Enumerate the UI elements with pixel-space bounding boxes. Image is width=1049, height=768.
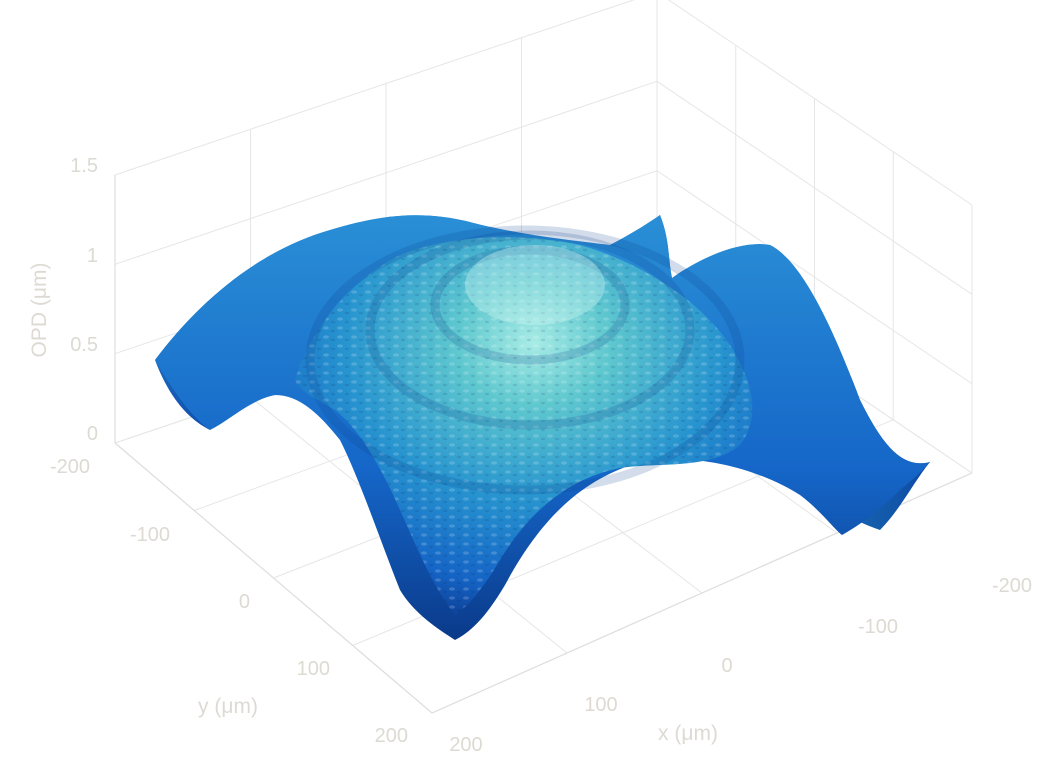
surface [155,215,930,640]
x-tick: 0 [721,655,732,677]
z-tick: 1 [87,245,98,267]
z-tick: 0 [87,423,98,445]
x-tick: 100 [584,694,617,716]
y-tick: 0 [239,591,250,613]
x-axis-ticks: 200 100 0 -100 -200 [449,575,1032,756]
grid-line [114,442,433,714]
y-axis-label: y (μm) [198,695,258,718]
y-axis-ticks: -200 -100 0 100 200 [50,456,408,747]
y-tick: -200 [50,456,90,478]
y-tick: 100 [297,658,330,680]
z-tick: 1.5 [70,155,98,177]
surface-contour-bands [305,225,745,495]
x-tick: 200 [449,734,482,756]
z-tick: 0.5 [70,334,98,356]
grid-line [114,80,658,265]
x-axis-label: x (μm) [658,722,718,745]
x-tick: -100 [858,616,898,638]
surface-texture [295,237,753,615]
surface-highlight [465,245,605,325]
grid-line [656,80,973,295]
z-axis-label: OPD (μm) [28,263,51,358]
y-tick: 200 [375,725,408,747]
grid-line [114,0,635,176]
y-tick: -100 [130,524,170,546]
z-axis-ticks: 1.5 1 0.5 0 [70,155,98,445]
grid-line [667,0,973,206]
grid-line [656,170,973,385]
x-tick: -200 [992,575,1032,597]
